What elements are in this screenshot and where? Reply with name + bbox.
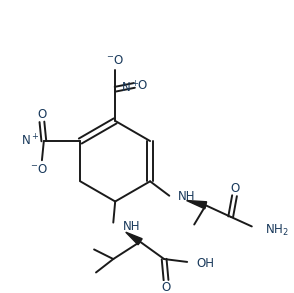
- Polygon shape: [187, 200, 207, 209]
- Text: O: O: [230, 182, 239, 195]
- Text: $^{-}$O: $^{-}$O: [30, 163, 48, 176]
- Text: O: O: [161, 281, 171, 293]
- Text: O: O: [37, 108, 46, 121]
- Polygon shape: [126, 232, 142, 245]
- Text: NH$_2$: NH$_2$: [265, 223, 289, 238]
- Text: $^{-}$O: $^{-}$O: [106, 54, 124, 67]
- Text: NH: NH: [178, 190, 196, 203]
- Text: N$^+$: N$^+$: [121, 81, 139, 96]
- Text: O: O: [137, 79, 147, 92]
- Text: OH: OH: [197, 257, 215, 270]
- Text: NH: NH: [123, 220, 140, 233]
- Text: N$^+$: N$^+$: [21, 133, 39, 149]
